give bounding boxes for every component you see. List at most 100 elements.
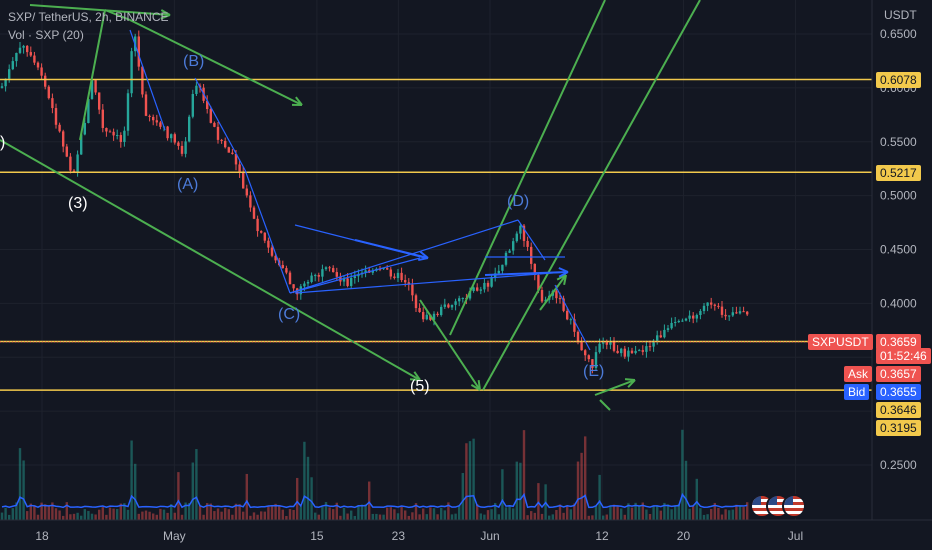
- volume-bar: [155, 514, 158, 520]
- volume-bar: [54, 508, 58, 520]
- candle-body: [69, 156, 72, 171]
- volume-bar: [422, 508, 425, 520]
- candle-body: [710, 302, 713, 305]
- candle-body: [317, 275, 320, 277]
- volume-bar: [605, 514, 608, 520]
- time-tick-label: 15: [310, 529, 324, 543]
- volume-bar: [371, 513, 374, 520]
- us-flag-icon[interactable]: [782, 494, 806, 518]
- price-tick-label: 0.2500: [880, 458, 917, 472]
- candle-body: [51, 98, 54, 109]
- volume-bar: [706, 514, 709, 520]
- candle-body: [461, 297, 464, 299]
- candle-body: [497, 270, 500, 274]
- candle-body: [346, 278, 349, 286]
- event-flags[interactable]: [750, 494, 806, 518]
- candle-body: [108, 131, 112, 133]
- candle-body: [681, 320, 684, 322]
- candle-body: [641, 350, 644, 352]
- triangle-arrow: [484, 271, 569, 276]
- time-tick-label: 20: [677, 529, 691, 543]
- volume-bar: [353, 515, 356, 520]
- volume-bar: [627, 503, 630, 520]
- volume-bar: [526, 515, 529, 520]
- candle-body: [94, 80, 97, 93]
- volume-bar: [641, 502, 644, 520]
- volume-bar: [454, 513, 457, 520]
- volume-bar: [184, 502, 187, 520]
- last-price-tag: 0.3659: [876, 334, 921, 350]
- level-tag-0-3646: 0.3646: [876, 402, 921, 418]
- volume-bar: [378, 514, 382, 520]
- volume-bar: [609, 506, 612, 520]
- volume-bar: [551, 514, 554, 520]
- volume-bar: [645, 509, 648, 520]
- volume-bar: [396, 513, 400, 520]
- volume-bar: [299, 506, 302, 520]
- candle-body: [404, 280, 407, 283]
- candle-body: [569, 319, 572, 321]
- candle-body: [245, 188, 248, 196]
- time-tick-label: Jul: [788, 529, 803, 543]
- candle-body: [191, 93, 194, 117]
- level-tag-0-3195: 0.3195: [876, 420, 921, 436]
- candle-body: [260, 231, 263, 233]
- candle-body: [357, 274, 360, 277]
- candle-body: [612, 341, 616, 351]
- volume-bar: [245, 473, 248, 520]
- candle-body: [126, 93, 130, 131]
- volume-bar: [731, 509, 734, 520]
- candle-body: [414, 295, 418, 309]
- volume-bar: [22, 460, 25, 520]
- candle-body: [555, 291, 558, 299]
- candle-body: [8, 69, 11, 79]
- channel-left: [449, 0, 606, 336]
- candle-body: [288, 272, 292, 285]
- candle-body: [432, 313, 436, 320]
- volume-bar: [508, 505, 511, 520]
- candle-body: [188, 116, 191, 142]
- candle-body: [36, 62, 40, 68]
- candle-body: [184, 141, 187, 154]
- volume-bar: [440, 507, 443, 520]
- triangle-arrow-head: [558, 271, 569, 278]
- volume-bar: [292, 509, 295, 520]
- volume-bar: [296, 477, 299, 520]
- candle-body: [170, 134, 173, 139]
- candle-body: [468, 291, 472, 299]
- candle-body: [209, 108, 212, 123]
- volume-title[interactable]: Vol · SXP (20): [8, 28, 84, 42]
- volume-bar: [735, 504, 738, 520]
- candle-body: [512, 241, 515, 251]
- candle-body: [234, 153, 238, 165]
- volume-bar: [404, 510, 407, 520]
- volume-bar: [134, 463, 137, 520]
- wave-labels: ) (3) (B) (A) (C) (D) (5) (E): [0, 53, 604, 395]
- symbol-title[interactable]: SXP/ TetherUS, 2h, BINANCE: [8, 10, 169, 24]
- volume-bar: [479, 513, 482, 520]
- volume-bar: [519, 462, 522, 520]
- volume-bar: [137, 513, 140, 520]
- candle-body: [54, 108, 58, 125]
- candle-body: [638, 350, 641, 352]
- volume-bar: [51, 502, 54, 520]
- candle-body: [364, 270, 367, 273]
- candle-body: [720, 306, 724, 315]
- currency-label: USDT: [884, 8, 917, 22]
- volume-bar: [191, 462, 194, 520]
- volume-bar: [350, 510, 353, 520]
- candle-body: [15, 52, 18, 62]
- candle-body: [26, 45, 29, 53]
- candle-body: [180, 145, 184, 154]
- volume-bar: [303, 441, 306, 520]
- candle-body: [670, 322, 673, 329]
- volume-bar: [328, 507, 331, 520]
- volume-bar: [206, 503, 209, 520]
- trend-arrow-top-head: [160, 9, 171, 16]
- volume-bar: [447, 502, 450, 520]
- candle-body: [119, 135, 122, 142]
- trend-arrow-wave5-head: [470, 384, 481, 391]
- volume-bar: [738, 505, 742, 520]
